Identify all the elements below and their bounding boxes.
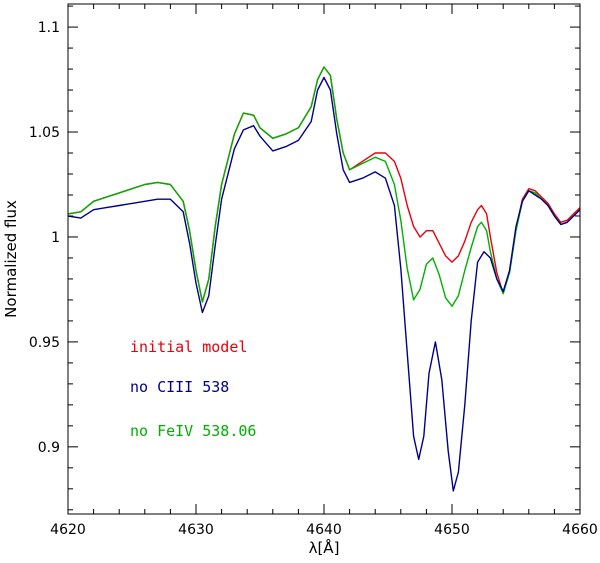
series-layer [68,66,580,492]
tick-labels-layer: 4620 4630 4640 4650 4660 0.9 0.95 1 1.05 1.1 [29,20,598,538]
series-line-no-feiv-538-06 [68,66,580,307]
legend-label-no-feiv-538-06: no FeIV 538.06 [130,422,256,440]
legend: initial model no CIII 538 no FeIV 538.06 [130,338,256,440]
series-line-initial-model [68,66,580,303]
x-tick-label: 4640 [306,522,342,538]
x-tick-label: 4660 [562,522,598,538]
y-tick-label: 0.95 [29,335,60,351]
y-tick-label: 0.9 [38,440,60,456]
y-tick-label: 1.05 [29,125,60,141]
x-tick-label: 4630 [178,522,214,538]
x-tick-label: 4620 [50,522,86,538]
legend-label-initial-model: initial model [130,338,247,356]
series-line-no-ciii-538 [68,76,580,492]
x-tick-label: 4650 [434,522,470,538]
ticks-layer [67,4,581,514]
x-axis-title: λ[Å] [309,538,340,557]
y-tick-label: 1.1 [38,20,60,36]
y-tick-label: 1 [51,230,60,246]
legend-label-no-ciii-538: no CIII 538 [130,378,229,396]
y-axis-title: Normalized flux [2,200,20,318]
